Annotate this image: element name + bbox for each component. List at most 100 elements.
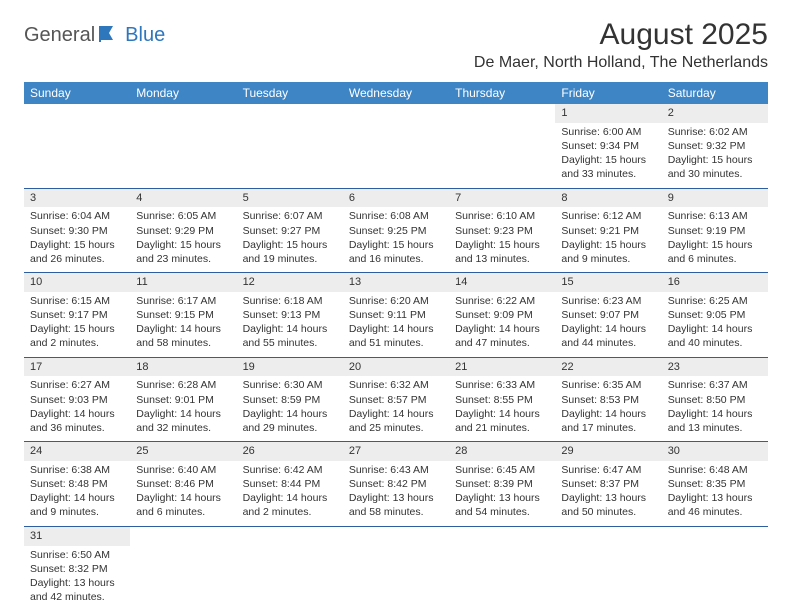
day-number: 13: [343, 273, 449, 292]
day-body: [237, 543, 343, 551]
daylight-text: Daylight: 15 hours and 16 minutes.: [349, 238, 443, 266]
daylight-text: Daylight: 14 hours and 25 minutes.: [349, 407, 443, 435]
day-body: Sunrise: 6:08 AMSunset: 9:25 PMDaylight:…: [343, 207, 449, 272]
calendar-day-cell: 14Sunrise: 6:22 AMSunset: 9:09 PMDayligh…: [449, 273, 555, 358]
day-number: [24, 104, 130, 120]
sunrise-text: Sunrise: 6:38 AM: [30, 463, 124, 477]
daylight-text: Daylight: 15 hours and 9 minutes.: [561, 238, 655, 266]
sunset-text: Sunset: 8:50 PM: [668, 393, 762, 407]
day-body: Sunrise: 6:23 AMSunset: 9:07 PMDaylight:…: [555, 292, 661, 357]
day-body: [449, 120, 555, 128]
calendar-day-cell: 20Sunrise: 6:32 AMSunset: 8:57 PMDayligh…: [343, 357, 449, 442]
calendar-day-cell: 10Sunrise: 6:15 AMSunset: 9:17 PMDayligh…: [24, 273, 130, 358]
sunset-text: Sunset: 8:55 PM: [455, 393, 549, 407]
calendar-day-cell: 5Sunrise: 6:07 AMSunset: 9:27 PMDaylight…: [237, 188, 343, 273]
day-body: Sunrise: 6:22 AMSunset: 9:09 PMDaylight:…: [449, 292, 555, 357]
daylight-text: Daylight: 14 hours and 47 minutes.: [455, 322, 549, 350]
sunrise-text: Sunrise: 6:17 AM: [136, 294, 230, 308]
day-number: 16: [662, 273, 768, 292]
calendar-day-cell: 22Sunrise: 6:35 AMSunset: 8:53 PMDayligh…: [555, 357, 661, 442]
day-number: [237, 104, 343, 120]
day-number: 21: [449, 358, 555, 377]
calendar-week-row: 1Sunrise: 6:00 AMSunset: 9:34 PMDaylight…: [24, 104, 768, 188]
sunrise-text: Sunrise: 6:28 AM: [136, 378, 230, 392]
day-body: Sunrise: 6:00 AMSunset: 9:34 PMDaylight:…: [555, 123, 661, 188]
daylight-text: Daylight: 14 hours and 6 minutes.: [136, 491, 230, 519]
calendar-day-cell: 28Sunrise: 6:45 AMSunset: 8:39 PMDayligh…: [449, 442, 555, 527]
sunset-text: Sunset: 9:19 PM: [668, 224, 762, 238]
sunrise-text: Sunrise: 6:50 AM: [30, 548, 124, 562]
day-number: 24: [24, 442, 130, 461]
weekday-header: Friday: [555, 82, 661, 104]
day-number: 15: [555, 273, 661, 292]
calendar-day-cell: 24Sunrise: 6:38 AMSunset: 8:48 PMDayligh…: [24, 442, 130, 527]
daylight-text: Daylight: 14 hours and 21 minutes.: [455, 407, 549, 435]
sunrise-text: Sunrise: 6:37 AM: [668, 378, 762, 392]
calendar-day-cell: [130, 526, 236, 610]
day-number: [130, 527, 236, 543]
sunset-text: Sunset: 8:44 PM: [243, 477, 337, 491]
calendar-day-cell: 31Sunrise: 6:50 AMSunset: 8:32 PMDayligh…: [24, 526, 130, 610]
sunrise-text: Sunrise: 6:47 AM: [561, 463, 655, 477]
sunset-text: Sunset: 9:05 PM: [668, 308, 762, 322]
calendar-day-cell: 25Sunrise: 6:40 AMSunset: 8:46 PMDayligh…: [130, 442, 236, 527]
sunset-text: Sunset: 8:53 PM: [561, 393, 655, 407]
daylight-text: Daylight: 14 hours and 2 minutes.: [243, 491, 337, 519]
calendar-day-cell: [662, 526, 768, 610]
day-number: 17: [24, 358, 130, 377]
calendar-day-cell: 29Sunrise: 6:47 AMSunset: 8:37 PMDayligh…: [555, 442, 661, 527]
day-body: Sunrise: 6:04 AMSunset: 9:30 PMDaylight:…: [24, 207, 130, 272]
sunset-text: Sunset: 9:30 PM: [30, 224, 124, 238]
day-number: 23: [662, 358, 768, 377]
logo-word-1: General: [24, 24, 95, 47]
weekday-header-row: Sunday Monday Tuesday Wednesday Thursday…: [24, 82, 768, 104]
day-body: [343, 543, 449, 551]
day-body: Sunrise: 6:48 AMSunset: 8:35 PMDaylight:…: [662, 461, 768, 526]
day-number: 4: [130, 189, 236, 208]
day-body: Sunrise: 6:30 AMSunset: 8:59 PMDaylight:…: [237, 376, 343, 441]
day-number: 22: [555, 358, 661, 377]
day-number: 20: [343, 358, 449, 377]
calendar-day-cell: 4Sunrise: 6:05 AMSunset: 9:29 PMDaylight…: [130, 188, 236, 273]
day-body: Sunrise: 6:33 AMSunset: 8:55 PMDaylight:…: [449, 376, 555, 441]
sunset-text: Sunset: 9:15 PM: [136, 308, 230, 322]
daylight-text: Daylight: 14 hours and 13 minutes.: [668, 407, 762, 435]
daylight-text: Daylight: 13 hours and 50 minutes.: [561, 491, 655, 519]
day-body: [130, 120, 236, 128]
day-number: 12: [237, 273, 343, 292]
sunset-text: Sunset: 9:21 PM: [561, 224, 655, 238]
weekday-header: Monday: [130, 82, 236, 104]
day-number: 6: [343, 189, 449, 208]
day-number: 30: [662, 442, 768, 461]
daylight-text: Daylight: 13 hours and 58 minutes.: [349, 491, 443, 519]
sunrise-text: Sunrise: 6:32 AM: [349, 378, 443, 392]
day-body: [237, 120, 343, 128]
calendar-week-row: 17Sunrise: 6:27 AMSunset: 9:03 PMDayligh…: [24, 357, 768, 442]
location-text: De Maer, North Holland, The Netherlands: [474, 54, 768, 72]
daylight-text: Daylight: 13 hours and 42 minutes.: [30, 576, 124, 604]
calendar-week-row: 24Sunrise: 6:38 AMSunset: 8:48 PMDayligh…: [24, 442, 768, 527]
sunset-text: Sunset: 8:59 PM: [243, 393, 337, 407]
day-body: [662, 543, 768, 551]
sunset-text: Sunset: 9:13 PM: [243, 308, 337, 322]
day-number: 10: [24, 273, 130, 292]
day-body: Sunrise: 6:45 AMSunset: 8:39 PMDaylight:…: [449, 461, 555, 526]
day-body: Sunrise: 6:20 AMSunset: 9:11 PMDaylight:…: [343, 292, 449, 357]
day-number: 28: [449, 442, 555, 461]
daylight-text: Daylight: 15 hours and 2 minutes.: [30, 322, 124, 350]
day-number: [555, 527, 661, 543]
title-block: August 2025 De Maer, North Holland, The …: [474, 18, 768, 72]
calendar-week-row: 31Sunrise: 6:50 AMSunset: 8:32 PMDayligh…: [24, 526, 768, 610]
day-body: Sunrise: 6:35 AMSunset: 8:53 PMDaylight:…: [555, 376, 661, 441]
day-number: 11: [130, 273, 236, 292]
calendar-day-cell: 30Sunrise: 6:48 AMSunset: 8:35 PMDayligh…: [662, 442, 768, 527]
sunrise-text: Sunrise: 6:40 AM: [136, 463, 230, 477]
weekday-header: Saturday: [662, 82, 768, 104]
daylight-text: Daylight: 15 hours and 19 minutes.: [243, 238, 337, 266]
day-number: [237, 527, 343, 543]
day-body: Sunrise: 6:37 AMSunset: 8:50 PMDaylight:…: [662, 376, 768, 441]
daylight-text: Daylight: 15 hours and 6 minutes.: [668, 238, 762, 266]
day-number: 7: [449, 189, 555, 208]
daylight-text: Daylight: 15 hours and 13 minutes.: [455, 238, 549, 266]
calendar-day-cell: 27Sunrise: 6:43 AMSunset: 8:42 PMDayligh…: [343, 442, 449, 527]
